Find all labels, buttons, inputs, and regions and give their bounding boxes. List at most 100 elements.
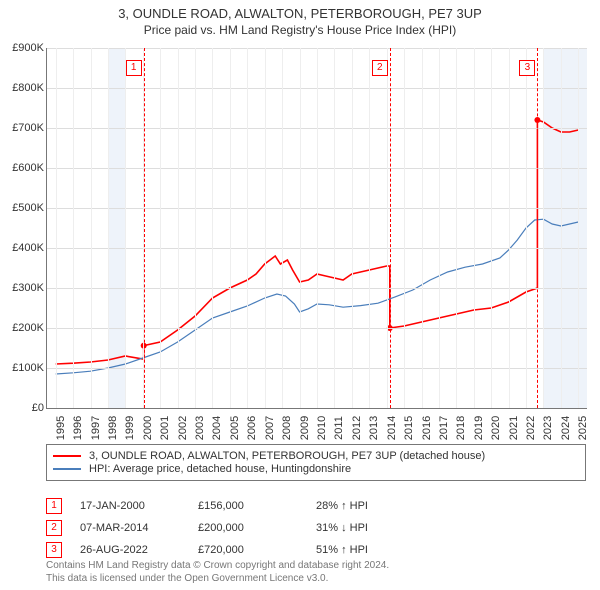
y-axis-tick-label: £400K — [4, 242, 44, 254]
gridline-vertical — [317, 48, 318, 408]
sale-marker-line — [390, 48, 391, 408]
sale-marker-line — [537, 48, 538, 408]
sale-event-delta: 31% ↓ HPI — [316, 522, 368, 534]
gridline-vertical — [247, 48, 248, 408]
legend-label: HPI: Average price, detached house, Hunt… — [89, 463, 351, 475]
gridline-vertical — [404, 48, 405, 408]
sale-event-price: £720,000 — [198, 544, 298, 556]
x-axis-tick-label: 2013 — [368, 416, 380, 440]
y-axis-tick-label: £0 — [4, 402, 44, 414]
legend-swatch — [53, 455, 81, 457]
gridline-vertical — [334, 48, 335, 408]
x-axis-tick-label: 2006 — [246, 416, 258, 440]
x-axis-tick-label: 2014 — [386, 416, 398, 440]
gridline-vertical — [474, 48, 475, 408]
gridline-vertical — [91, 48, 92, 408]
x-axis-tick-label: 2002 — [177, 416, 189, 440]
gridline-vertical — [300, 48, 301, 408]
x-axis-tick-label: 2000 — [142, 416, 154, 440]
y-axis-tick-label: £300K — [4, 282, 44, 294]
sale-event-price: £200,000 — [198, 522, 298, 534]
gridline-vertical — [456, 48, 457, 408]
gridline-vertical — [439, 48, 440, 408]
y-axis-tick-label: £600K — [4, 162, 44, 174]
x-axis-tick-label: 1997 — [90, 416, 102, 440]
gridline-vertical — [195, 48, 196, 408]
sale-marker-number: 3 — [519, 60, 535, 76]
x-axis-tick-label: 2024 — [560, 416, 572, 440]
sale-event-price: £156,000 — [198, 500, 298, 512]
gridline-vertical — [108, 48, 109, 408]
x-axis-tick-label: 2012 — [351, 416, 363, 440]
x-axis-tick-label: 1998 — [107, 416, 119, 440]
gridline-vertical — [230, 48, 231, 408]
sale-event-date: 07-MAR-2014 — [80, 522, 180, 534]
gridline-vertical — [491, 48, 492, 408]
gridline-vertical — [509, 48, 510, 408]
gridline-vertical — [125, 48, 126, 408]
x-axis-tick-label: 2023 — [542, 416, 554, 440]
chart-legend: 3, OUNDLE ROAD, ALWALTON, PETERBOROUGH, … — [46, 444, 586, 481]
sale-event-row: 1 17-JAN-2000 £156,000 28% ↑ HPI — [46, 498, 586, 514]
gridline-vertical — [160, 48, 161, 408]
chart-subtitle: Price paid vs. HM Land Registry's House … — [0, 21, 600, 37]
x-axis-tick-label: 2015 — [403, 416, 415, 440]
x-axis-tick-label: 2009 — [299, 416, 311, 440]
x-axis-tick-label: 1995 — [55, 416, 67, 440]
y-axis-tick-label: £700K — [4, 122, 44, 134]
y-axis-tick-label: £500K — [4, 202, 44, 214]
x-axis-tick-label: 2022 — [525, 416, 537, 440]
x-axis-tick-label: 2018 — [455, 416, 467, 440]
sale-event-date: 17-JAN-2000 — [80, 500, 180, 512]
chart-footer: Contains HM Land Registry data © Crown c… — [46, 560, 586, 585]
gridline-vertical — [178, 48, 179, 408]
sale-event-number: 1 — [46, 498, 62, 514]
sale-marker-number: 1 — [126, 60, 142, 76]
sale-marker-line — [144, 48, 145, 408]
gridline-vertical — [282, 48, 283, 408]
x-axis-tick-label: 2008 — [281, 416, 293, 440]
gridline-vertical — [212, 48, 213, 408]
sale-events-table: 1 17-JAN-2000 £156,000 28% ↑ HPI 2 07-MAR-201… — [46, 492, 586, 564]
gridline-vertical — [578, 48, 579, 408]
sale-event-delta: 28% ↑ HPI — [316, 500, 368, 512]
chart-title: 3, OUNDLE ROAD, ALWALTON, PETERBOROUGH, … — [0, 0, 600, 21]
y-axis-tick-label: £200K — [4, 322, 44, 334]
sale-event-date: 26-AUG-2022 — [80, 544, 180, 556]
gridline-vertical — [265, 48, 266, 408]
sale-event-delta: 51% ↑ HPI — [316, 544, 368, 556]
sale-event-row: 2 07-MAR-2014 £200,000 31% ↓ HPI — [46, 520, 586, 536]
legend-label: 3, OUNDLE ROAD, ALWALTON, PETERBOROUGH, … — [89, 450, 485, 462]
x-axis-tick-label: 2019 — [473, 416, 485, 440]
x-axis-tick-label: 1999 — [124, 416, 136, 440]
x-axis-tick-label: 2004 — [211, 416, 223, 440]
gridline-vertical — [543, 48, 544, 408]
y-axis-tick-label: £800K — [4, 82, 44, 94]
gridline-vertical — [387, 48, 388, 408]
x-axis-tick-label: 2005 — [229, 416, 241, 440]
x-axis-tick-label: 2001 — [159, 416, 171, 440]
y-axis-tick-label: £100K — [4, 362, 44, 374]
gridline-vertical — [422, 48, 423, 408]
x-axis-tick-label: 2020 — [490, 416, 502, 440]
x-axis-tick-label: 2025 — [577, 416, 589, 440]
x-axis-tick-label: 1996 — [72, 416, 84, 440]
footer-line: Contains HM Land Registry data © Crown c… — [46, 560, 586, 573]
gridline-vertical — [73, 48, 74, 408]
x-axis-tick-label: 2011 — [333, 416, 345, 440]
footer-line: This data is licensed under the Open Gov… — [46, 573, 586, 586]
gridline-vertical — [526, 48, 527, 408]
x-axis-tick-label: 2017 — [438, 416, 450, 440]
gridline-vertical — [369, 48, 370, 408]
sale-event-number: 3 — [46, 542, 62, 558]
x-axis-tick-label: 2021 — [508, 416, 520, 440]
gridline-vertical — [352, 48, 353, 408]
sale-event-row: 3 26-AUG-2022 £720,000 51% ↑ HPI — [46, 542, 586, 558]
y-axis-tick-label: £900K — [4, 42, 44, 54]
x-axis-tick-label: 2016 — [421, 416, 433, 440]
gridline-vertical — [561, 48, 562, 408]
x-axis-tick-label: 2007 — [264, 416, 276, 440]
legend-row: HPI: Average price, detached house, Hunt… — [53, 463, 579, 475]
sale-event-number: 2 — [46, 520, 62, 536]
gridline-vertical — [56, 48, 57, 408]
